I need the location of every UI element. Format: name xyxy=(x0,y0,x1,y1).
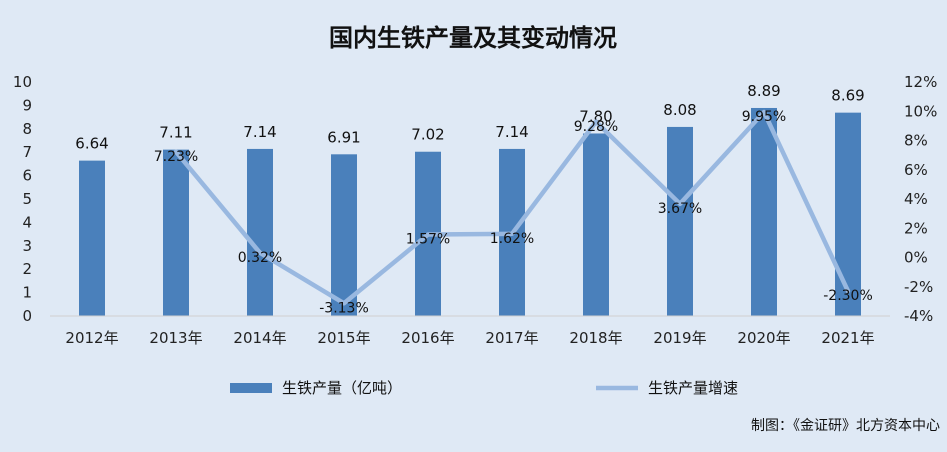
x-tick-label: 2012年 xyxy=(65,329,118,347)
left-tick-label: 1 xyxy=(22,284,32,302)
bar-value-label: 7.11 xyxy=(159,124,192,142)
right-tick-label: 4% xyxy=(904,190,928,208)
bar-series: 6.64 7.11 7.14 6.91 7.02 7.14 7.80 8.08 8.89 8.69 xyxy=(50,82,890,317)
right-tick-label: 2% xyxy=(904,219,928,237)
left-tick-label: 5 xyxy=(22,190,32,208)
bar-value-label: 8.69 xyxy=(831,87,864,105)
right-tick-label: 10% xyxy=(904,102,937,120)
right-tick-label: 12% xyxy=(904,73,937,91)
left-tick-label: 10 xyxy=(13,73,32,91)
x-tick-label: 2020年 xyxy=(737,329,790,347)
bar-value-label: 7.14 xyxy=(495,123,528,141)
growth-value-label: 7.23% xyxy=(154,149,198,165)
source-note: 制图：《金证研》北方资本中心 xyxy=(751,418,940,434)
growth-value-label: -3.13% xyxy=(319,300,369,316)
bar-value-label: 6.91 xyxy=(327,128,360,146)
right-tick-label: 0% xyxy=(904,249,928,267)
x-tick-label: 2018年 xyxy=(569,329,622,347)
growth-point xyxy=(343,302,345,304)
growth-point xyxy=(427,234,429,236)
legend-bar-swatch xyxy=(230,383,272,393)
growth-point xyxy=(595,121,597,123)
legend-line-label: 生铁产量增速 xyxy=(648,379,738,397)
chart-title: 国内生铁产量及其变动情况 xyxy=(329,24,617,52)
legend-bar-label: 生铁产量（亿吨） xyxy=(282,379,402,397)
bar-value-label: 6.64 xyxy=(75,135,108,153)
left-tick-label: 4 xyxy=(22,213,32,231)
left-tick-label: 0 xyxy=(22,307,32,325)
left-tick-label: 7 xyxy=(22,143,32,161)
x-tick-label: 2021年 xyxy=(821,329,874,347)
bar xyxy=(667,126,693,316)
right-tick-label: 8% xyxy=(904,132,928,150)
bar-value-label: 7.02 xyxy=(411,126,444,144)
bar-value-label: 8.08 xyxy=(663,101,696,119)
left-tick-label: 6 xyxy=(22,167,32,185)
growth-value-label: 1.57% xyxy=(406,232,450,248)
growth-value-label: 9.95% xyxy=(742,109,786,125)
bar-value-label: 8.89 xyxy=(747,82,780,100)
growth-value-label: -2.30% xyxy=(823,288,873,304)
left-tick-label: 3 xyxy=(22,237,32,255)
right-tick-label: -4% xyxy=(904,307,933,325)
line-series: 7.23% 0.32% -3.13% 1.57% 1.62% 9.28% 3.67% 9.95… xyxy=(154,109,873,316)
growth-value-label: 1.62% xyxy=(490,231,534,247)
x-tick-label: 2013年 xyxy=(149,329,202,347)
growth-value-label: 3.67% xyxy=(658,201,702,217)
growth-value-label: 9.28% xyxy=(574,119,618,135)
right-tick-label: 6% xyxy=(904,161,928,179)
growth-point xyxy=(511,233,513,235)
x-tick-label: 2014年 xyxy=(233,329,286,347)
bar xyxy=(331,154,357,316)
x-tick-label: 2016年 xyxy=(401,329,454,347)
growth-point xyxy=(679,203,681,205)
bar-value-label: 7.80 xyxy=(579,107,612,125)
right-axis: -4% -2% 0% 2% 4% 6% 8% 10% 12% xyxy=(904,73,937,325)
bar xyxy=(247,148,273,316)
bar xyxy=(835,112,861,317)
x-tick-label: 2015年 xyxy=(317,329,370,347)
left-tick-label: 2 xyxy=(22,260,32,278)
bar xyxy=(79,160,105,316)
bar xyxy=(751,107,777,316)
growth-point xyxy=(847,290,849,292)
x-tick-label: 2017年 xyxy=(485,329,538,347)
x-axis: 2012年 2013年 2014年 2015年 2016年 2017年 2018年 2019年… xyxy=(65,329,874,347)
legend: 生铁产量（亿吨） 生铁产量增速 xyxy=(230,379,738,397)
bar xyxy=(583,133,609,316)
left-axis: 0 1 2 3 4 5 6 7 8 9 10 xyxy=(13,73,32,325)
left-tick-label: 8 xyxy=(22,120,32,138)
bar xyxy=(163,149,189,316)
growth-point xyxy=(175,151,177,153)
x-tick-label: 2019年 xyxy=(653,329,706,347)
left-tick-label: 9 xyxy=(22,96,32,114)
growth-point xyxy=(763,111,765,113)
growth-point xyxy=(259,252,261,254)
right-tick-label: -2% xyxy=(904,278,933,296)
bar-value-label: 7.14 xyxy=(243,123,276,141)
growth-value-label: 0.32% xyxy=(238,250,282,266)
